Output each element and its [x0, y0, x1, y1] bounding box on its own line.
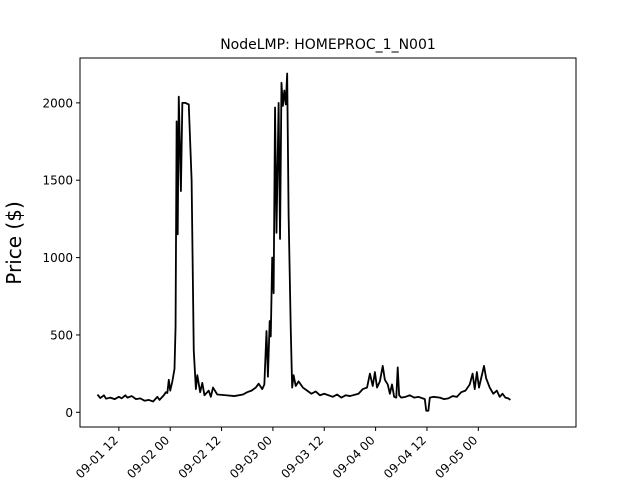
- series-layer: [96, 72, 511, 412]
- chart-title: NodeLMP: HOMEPROC_1_N001: [220, 37, 436, 53]
- y-tick-label: 0: [65, 406, 73, 420]
- y-tick-label: 1000: [42, 251, 73, 265]
- plot-frame: [79, 57, 577, 428]
- y-tick-label: 500: [50, 328, 73, 342]
- y-axis-ticks: 0 500 1000 1500 2000: [42, 96, 80, 420]
- y-tick-label: 1500: [42, 174, 73, 188]
- y-tick-label: 2000: [42, 96, 73, 110]
- y-axis-label: Price ($): [2, 201, 26, 284]
- series-line-0: [96, 72, 511, 412]
